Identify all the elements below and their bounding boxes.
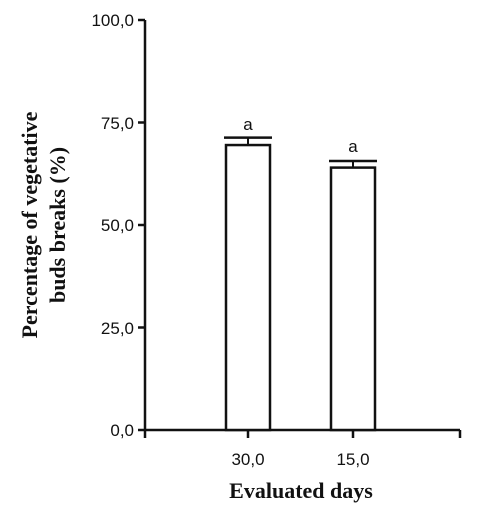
y-tick-label-75: 75,0 — [101, 114, 134, 133]
x-tick-label-30: 30,0 — [231, 450, 264, 469]
y-axis-title-line-1: Percentage of vegetative — [17, 111, 42, 338]
y-axis-title-line-2: buds breaks (%) — [45, 147, 70, 303]
bar-1 — [329, 166, 377, 432]
bars-layer — [224, 136, 377, 432]
y-tick-label-0: 0,0 — [110, 421, 134, 440]
x-axis-title: Evaluated days — [229, 478, 373, 503]
bar-0 — [224, 143, 272, 432]
x-tick-label-15: 15,0 — [336, 450, 369, 469]
y-tick-label-50: 50,0 — [101, 216, 134, 235]
tick-marks — [138, 18, 462, 438]
significance-label-30: a — [243, 115, 253, 134]
y-tick-label-100: 100,0 — [91, 11, 134, 30]
y-tick-label-25: 25,0 — [101, 319, 134, 338]
significance-label-15: a — [348, 137, 358, 156]
